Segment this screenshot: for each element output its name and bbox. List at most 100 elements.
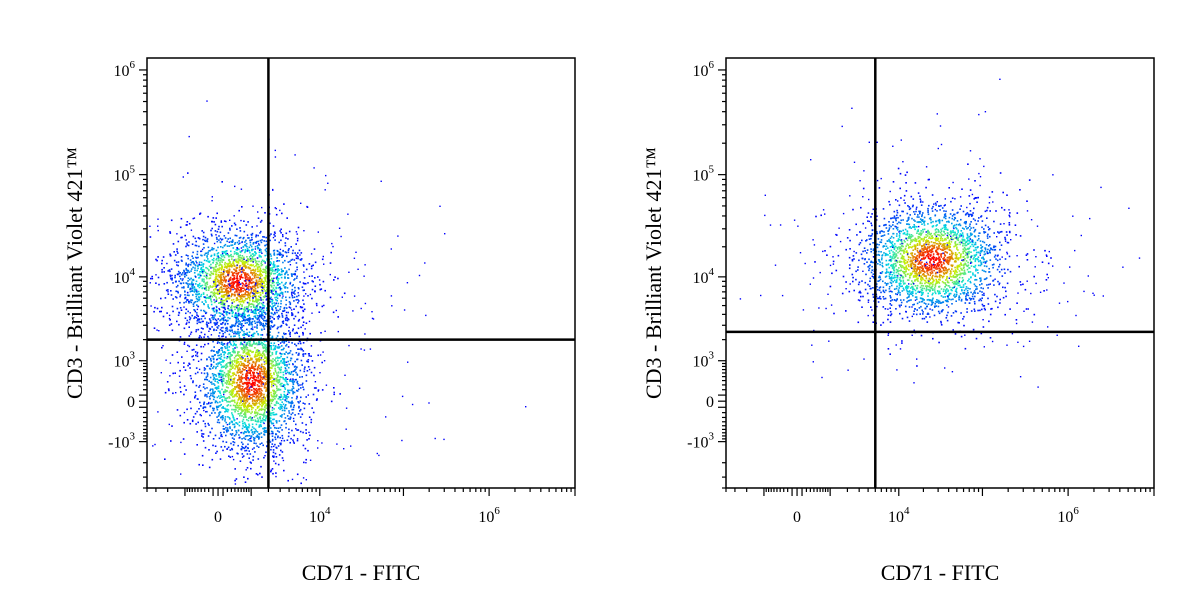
event-dot [228,294,231,297]
event-dot [202,406,205,409]
event-dot [263,305,266,307]
event-dot [271,468,274,470]
event-dot [248,405,251,407]
event-dot [212,270,215,272]
event-dot [271,312,273,315]
event-dot [220,373,222,375]
event-dot [260,262,262,265]
event-dot [225,363,228,365]
event-dot [248,379,250,381]
event-dot [256,351,258,353]
event-dot [216,406,218,409]
event-dot [290,309,293,311]
event-dot [196,322,199,325]
event-dot [265,431,268,433]
event-dot [217,252,220,254]
event-dot [239,390,241,393]
event-dot [204,446,207,449]
event-dot [243,263,246,266]
event-dot [183,301,185,304]
event-dot [224,374,227,377]
event-dot [218,437,221,440]
event-dot [294,278,296,280]
event-dot [230,326,232,328]
event-dot [272,392,275,395]
event-dot [226,383,228,385]
event-dot [236,407,238,409]
event-dot [243,311,245,313]
event-dot [256,274,259,276]
event-dot [223,396,225,398]
event-dot [277,270,279,272]
event-dot [259,283,262,285]
event-dot [179,294,182,296]
event-dot [271,277,273,280]
event-dot [188,363,191,365]
event-dot [181,286,183,289]
event-dot [243,287,245,290]
event-dot [240,324,243,326]
event-dot [227,254,229,256]
event-dot [218,354,221,357]
event-dot [198,282,201,285]
event-dot [243,350,246,352]
event-dot [230,244,232,247]
event-dot [244,412,247,415]
event-dot [243,398,245,400]
event-dot [280,360,282,363]
event-dot [291,329,294,332]
event-dot [294,272,296,275]
event-dot [210,272,213,275]
event-dot [183,362,185,364]
event-dot [205,276,208,278]
event-dot [279,408,281,411]
event-dot [218,259,220,262]
event-dot [287,251,290,254]
event-dot [196,304,198,306]
event-dot [240,307,242,310]
event-dot [233,357,236,359]
event-dot [242,422,244,425]
event-dot [226,390,228,392]
event-dot [176,307,179,310]
event-dot [238,398,240,400]
event-dot [233,332,235,335]
event-dot [189,318,191,321]
event-dot [256,245,259,247]
event-dot [262,397,265,399]
event-dot [246,318,248,321]
event-dot [264,244,267,247]
event-dot [170,219,173,222]
event-dot [232,344,234,347]
event-dot [255,261,257,264]
event-dot [277,359,279,362]
event-dot [321,361,323,364]
event-dot [224,243,227,246]
event-dot [246,400,249,403]
event-dot [301,348,303,351]
event-dot [337,330,339,333]
event-dot [220,446,223,448]
event-dot [224,364,227,366]
event-dot [214,412,216,414]
event-dot [201,454,204,457]
event-dot [283,409,286,412]
event-dot [206,410,208,413]
event-dot [217,280,219,283]
event-dot [289,350,292,352]
event-dot [158,283,160,286]
event-dot [371,311,373,313]
event-dot [263,369,266,372]
event-dot [220,435,222,437]
event-dot [187,270,189,272]
event-dot [234,347,236,349]
event-dot [178,375,181,377]
event-dot [206,294,208,296]
event-dot [270,345,273,347]
event-dot [273,272,275,275]
event-dot [246,308,248,310]
event-dot [252,395,254,397]
event-dot [243,421,246,424]
event-dot [276,257,278,259]
event-dot [216,238,218,240]
